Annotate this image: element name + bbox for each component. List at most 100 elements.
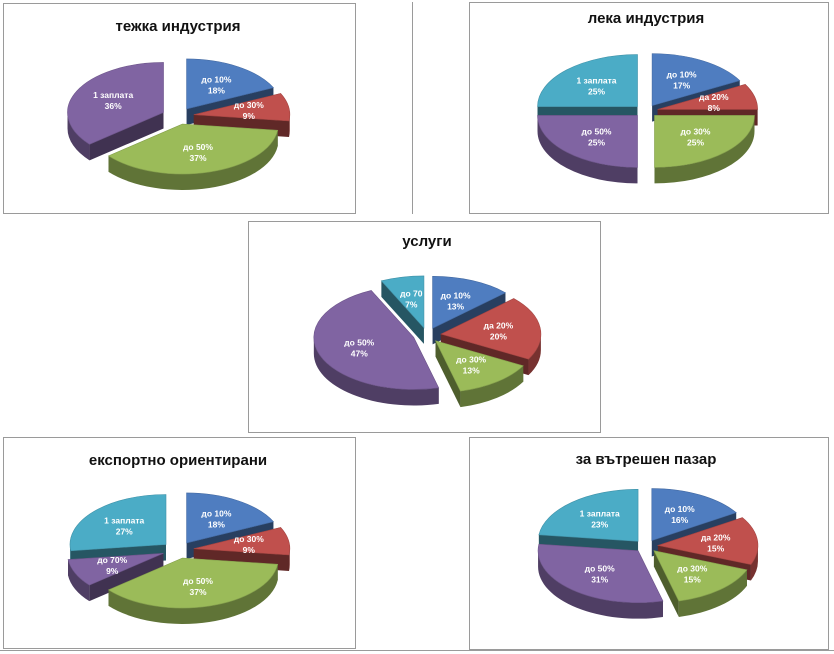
chart-title: услуги [402, 233, 451, 250]
slice-value-label: 31% [591, 574, 608, 584]
slice-value-label: 25% [588, 86, 605, 96]
pie-slice-до-10- [432, 276, 507, 329]
pie-slice-до-10- [186, 58, 274, 110]
slice-category-label: 1 заплата [104, 515, 144, 525]
pie-slice-side-до-50--0 [108, 564, 278, 625]
pie-slice-side-до-30--0 [654, 115, 755, 184]
pie-slice-до-30- [653, 550, 748, 602]
slice-category-label: до 30% [234, 100, 264, 110]
pie-slice-до-70 [380, 275, 425, 329]
pie-slice-до-50- [107, 557, 279, 609]
pie-slice-1-заплата [538, 489, 639, 542]
pie-slice-wall-1-заплата-0 [89, 112, 164, 161]
slice-value-label: 20% [490, 331, 507, 341]
pie-slice-wall-до-30--1 [653, 550, 679, 618]
slice-category-label: 1 заплата [580, 509, 620, 519]
pie-slice-да-20- [656, 517, 759, 565]
slice-value-label: 15% [684, 574, 701, 584]
pie-slice-side-1-заплата-0 [67, 112, 90, 161]
pie-labels: до 10%18%до 30%9%до 50%37%до 70%9%1 запл… [97, 508, 264, 596]
pie-slice-side-до-30--0 [678, 569, 747, 618]
slice-category-label: до 50% [183, 576, 213, 586]
chart-panel-heavy-industry: тежка индустрия до 10% 18% до 30% 9% до 50% 37… [3, 3, 356, 214]
pie-slice-до-50- [537, 543, 664, 603]
slice-value-label: 37% [189, 153, 206, 163]
pie-labels: до 10%16%да 20%15%до 30%15%до 50%31%1 за… [580, 504, 731, 584]
slice-value-label: 9% [243, 545, 256, 555]
slice-category-label: до 10% [441, 291, 471, 301]
slice-category-label: до 30% [677, 563, 707, 573]
pie-tops [537, 488, 759, 603]
slice-category-label: 1 заплата [93, 90, 133, 100]
slice-value-label: 27% [116, 526, 133, 536]
slice-value-label: 37% [189, 587, 206, 597]
pie-slice-до-50- [107, 123, 279, 175]
slice-value-label: 16% [671, 515, 688, 525]
pie-tops [313, 275, 542, 392]
pie-slice-до-10- [186, 492, 274, 544]
slice-category-label: да 20% [699, 92, 729, 102]
pie-slice-до-30- [193, 93, 291, 122]
pie-slice-wall-до-30--1 [435, 340, 461, 408]
pie-slice-до-70- [67, 553, 164, 586]
slice-value-label: 25% [588, 138, 605, 148]
pie-slice-до-50- [313, 290, 440, 390]
slice-value-label: 13% [447, 302, 464, 312]
chart-title: тежка индустрия [116, 18, 241, 35]
pie-slice-до-30- [435, 340, 524, 392]
slice-value-label: 47% [351, 349, 368, 359]
pie-slice-side-до-50--0 [537, 115, 638, 184]
slice-category-label: до 30% [681, 127, 711, 137]
slice-value-label: 7% [405, 299, 418, 309]
pie-labels: до 10%17%да 20%8%до 30%25%до 50%25%1 зап… [576, 70, 729, 148]
pie-labels: до 10%13%да 20%20%до 30%13%до 50%47%до 7… [344, 288, 513, 375]
chart-panel-services: услуги до 10% 13% да 20% 20% до 30% 13% до 50% 4… [248, 221, 601, 433]
slice-value-label: 9% [106, 566, 119, 576]
pie-slice-side-да-20--0 [528, 334, 541, 376]
pie-slice-да-20- [657, 84, 758, 110]
slice-category-label: до 10% [201, 508, 231, 518]
separator-vertical-top [412, 2, 413, 214]
slice-category-label: до 50% [585, 563, 615, 573]
slice-value-label: 17% [673, 81, 690, 91]
slice-value-label: 9% [243, 111, 256, 121]
slice-category-label: до 30% [234, 534, 264, 544]
chart-panel-domestic-market: за вътрешен пазар до 10% 16% да 20% 15% до 30… [469, 437, 829, 650]
slice-category-label: до 10% [665, 504, 695, 514]
pie-slice-до-10- [651, 53, 741, 107]
pie-slice-1-заплата [537, 54, 638, 107]
pie-slice-wall-до-70-0 [381, 280, 424, 344]
slice-category-label: до 10% [667, 70, 697, 80]
slice-category-label: до 70% [97, 555, 127, 565]
pie-slice-side-до-30--0 [460, 365, 524, 408]
pie-chart-heavy-industry: тежка индустрия до 10%18% до 30%9% до 50%37… [67, 18, 291, 191]
slice-value-label: 13% [463, 366, 480, 376]
slice-category-label: 1 заплата [576, 75, 616, 85]
chart-title: експортно ориентирани [89, 452, 267, 469]
pie-slice-1-заплата [67, 62, 164, 145]
slice-value-label: 15% [707, 544, 724, 554]
slice-value-label: 36% [105, 101, 122, 111]
pie-slice-до-30- [193, 527, 291, 556]
slice-value-label: 18% [208, 519, 225, 529]
slice-category-label: до 50% [183, 142, 213, 152]
pie-tops [67, 492, 291, 609]
slice-value-label: 23% [591, 520, 608, 530]
pie-slice-side-до-50--0 [108, 130, 278, 191]
slice-category-label: до 30% [456, 355, 486, 365]
chart-panel-export-oriented: експортно ориентирани до 10% 18% до 30% 9% до… [3, 437, 356, 649]
chart-title: лека индустрия [588, 10, 704, 27]
slice-value-label: 8% [708, 103, 721, 113]
pie-slice-side-до-70--0 [68, 559, 90, 602]
slice-value-label: 25% [687, 138, 704, 148]
separator-horizontal-bottom [0, 650, 834, 651]
slice-value-label: 18% [208, 85, 225, 95]
pie-tops [67, 58, 291, 175]
pie-tops [537, 53, 758, 168]
pie-slice-side-до-50--0 [313, 337, 439, 406]
slice-category-label: до 50% [344, 338, 374, 348]
